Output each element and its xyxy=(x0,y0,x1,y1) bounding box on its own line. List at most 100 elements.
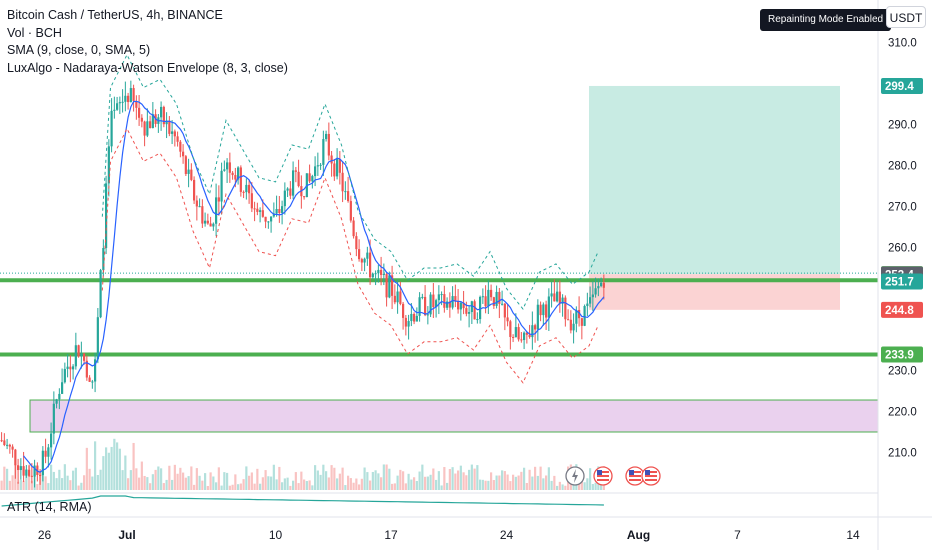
candle-body xyxy=(391,275,394,296)
candle-body xyxy=(468,312,471,314)
volume-bar xyxy=(501,470,504,490)
volume-bar xyxy=(399,469,402,490)
lightning-event-icon[interactable] xyxy=(565,466,585,486)
volume-bar xyxy=(245,466,248,490)
volume-bar xyxy=(338,473,341,490)
candle-body xyxy=(503,303,506,318)
candle-body xyxy=(278,208,281,213)
chart-title[interactable]: Bitcoin Cash / TetherUS, 4h, BINANCE xyxy=(7,8,223,22)
candle-body xyxy=(231,172,234,176)
volume-bar xyxy=(272,464,275,490)
volume-bar xyxy=(536,475,539,490)
candle-body xyxy=(583,306,586,326)
envelope-indicator-label[interactable]: LuxAlgo - Nadaraya-Watson Envelope (8, 3… xyxy=(7,60,288,75)
candle-body xyxy=(525,332,528,335)
us-flag-event-icon[interactable] xyxy=(593,466,613,486)
volume-bar xyxy=(594,482,597,490)
volume-bar xyxy=(344,485,347,490)
us-flag-event-icon[interactable] xyxy=(641,466,661,486)
candle-body xyxy=(314,166,317,177)
volume-bar xyxy=(50,464,53,490)
candle-body xyxy=(514,327,517,338)
candle-body xyxy=(149,121,152,129)
candle-body xyxy=(83,353,86,361)
currency-button[interactable]: USDT xyxy=(886,6,926,28)
candle-body xyxy=(476,319,479,321)
volume-bar xyxy=(371,471,374,490)
volume-bar xyxy=(380,477,383,490)
indicator-legend: Bitcoin Cash / TetherUS, 4h, BINANCE Vol… xyxy=(7,7,288,77)
volume-bar xyxy=(283,478,286,490)
volume-bar xyxy=(446,482,449,490)
volume-bar xyxy=(261,477,264,490)
volume-bar xyxy=(198,475,201,490)
volume-bar xyxy=(154,469,157,490)
volume-bar xyxy=(88,468,91,490)
price-tick-label: 260.0 xyxy=(888,243,917,255)
volume-bar xyxy=(228,485,231,490)
candle-body xyxy=(162,106,165,125)
candle-body xyxy=(327,133,330,156)
candle-body xyxy=(561,297,564,304)
volume-bar xyxy=(248,475,251,490)
volume-bar xyxy=(143,475,146,490)
candle-body xyxy=(118,102,121,104)
volume-bar xyxy=(44,476,47,490)
candle-body xyxy=(429,294,432,315)
flag-canton xyxy=(629,470,634,475)
candle-body xyxy=(492,297,495,306)
volume-bar xyxy=(352,482,355,490)
volume-bar xyxy=(490,472,493,490)
candle-body xyxy=(484,296,487,307)
candle-body xyxy=(457,301,460,310)
candle-body xyxy=(110,110,113,147)
volume-bar xyxy=(149,483,152,490)
us-flag-event-icon[interactable] xyxy=(625,466,645,486)
candle-body xyxy=(58,393,61,400)
volume-bar xyxy=(531,476,534,490)
volume-indicator-label[interactable]: Vol · BCH xyxy=(7,25,62,40)
price-tick-label: 210.0 xyxy=(888,448,917,460)
volume-bar xyxy=(509,481,512,490)
candle-body xyxy=(91,381,94,383)
flag-stripe xyxy=(597,471,609,473)
candle-body xyxy=(374,273,377,275)
candle-body xyxy=(407,321,410,327)
candle-body xyxy=(116,103,119,110)
volume-bar xyxy=(523,467,526,490)
candle-body xyxy=(512,336,515,338)
volume-bar xyxy=(396,475,399,490)
sma-indicator-label[interactable]: SMA (9, close, 0, SMA, 5) xyxy=(7,43,151,57)
volume-bar xyxy=(454,473,457,490)
volume-bar xyxy=(415,480,418,490)
candle-body xyxy=(553,293,556,302)
volume-bar xyxy=(176,473,179,490)
volume-bar xyxy=(187,476,190,490)
volume-bar xyxy=(237,484,240,490)
volume-bar xyxy=(413,477,416,490)
candle-body xyxy=(256,208,259,212)
atr-indicator-label[interactable]: ATR (14, RMA) xyxy=(7,500,92,514)
date-tick-label: 7 xyxy=(734,528,741,542)
candle-body xyxy=(201,206,204,224)
volume-bar xyxy=(110,446,113,490)
volume-bar xyxy=(421,464,424,490)
candle-body xyxy=(498,291,501,304)
volume-bar xyxy=(217,467,220,490)
date-tick-label: 14 xyxy=(846,528,860,542)
volume-bar xyxy=(66,475,69,490)
volume-bar xyxy=(55,478,58,490)
candle-body xyxy=(550,293,553,297)
volume-bar xyxy=(160,468,163,490)
candle-body xyxy=(212,223,215,227)
candle-body xyxy=(542,304,545,316)
flag-stripe xyxy=(629,479,641,481)
volume-bar xyxy=(402,471,405,490)
volume-bar xyxy=(22,480,25,490)
volume-bar xyxy=(443,467,446,490)
lightning-glyph xyxy=(572,469,578,483)
position-target-zone xyxy=(589,85,840,275)
volume-bar xyxy=(391,483,394,490)
flag-stripe xyxy=(629,471,641,473)
